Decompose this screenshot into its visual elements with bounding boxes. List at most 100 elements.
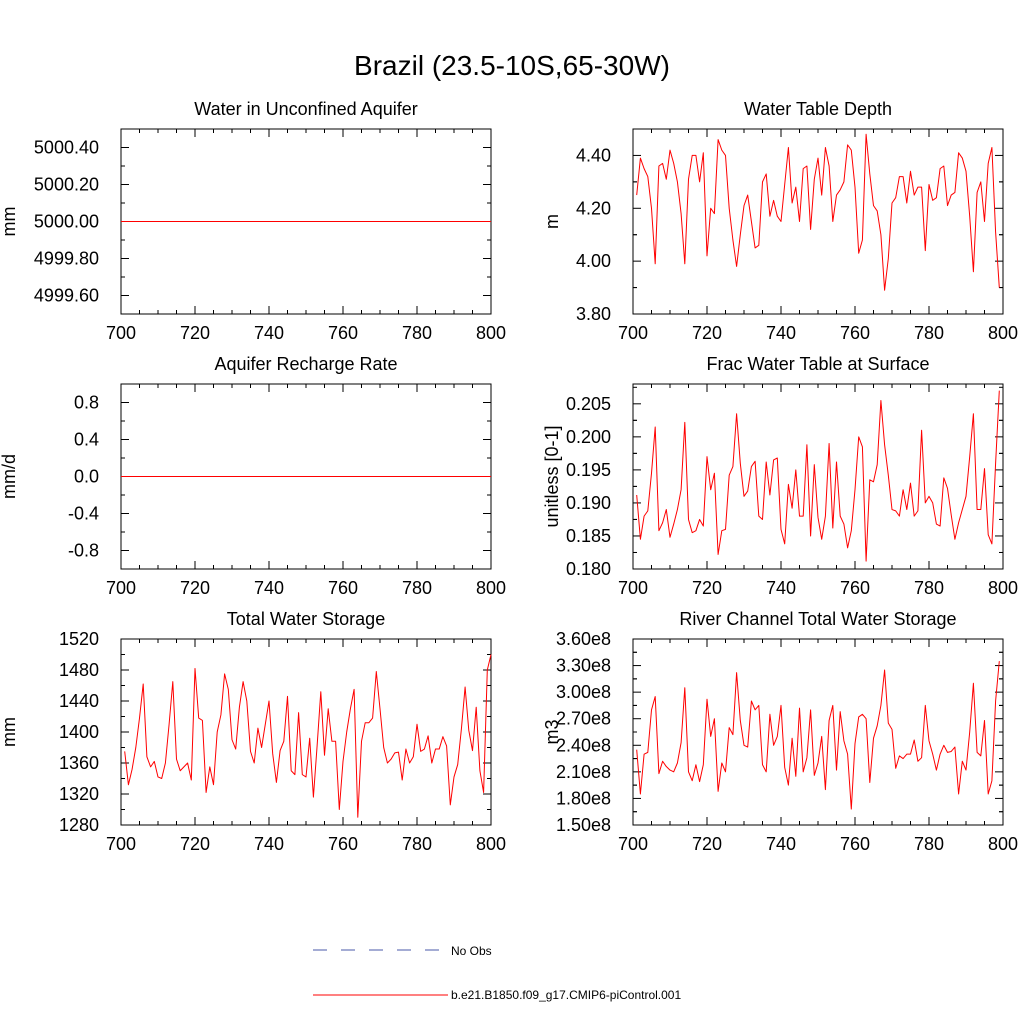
y-tick-label: 4999.80: [34, 249, 99, 269]
legend-no-obs-label: No Obs: [451, 944, 492, 958]
panel-3: Aquifer Recharge Rate mm/d 700 720 740 760 780…: [0, 354, 506, 598]
y-axis-label: m3: [542, 719, 562, 744]
x-tick-label: 720: [180, 323, 210, 343]
panel-title: Water in Unconfined Aquifer: [194, 99, 417, 119]
y-axis-label: m: [542, 214, 562, 229]
x-tick-label: 700: [106, 323, 136, 343]
panel-5: Total Water Storage mm 700 720 740 760 780 800 1…: [0, 609, 506, 854]
y-tick-label: 2.10e8: [556, 762, 611, 782]
series-line: [636, 133, 1000, 291]
panel-6: River Channel Total Water Storage m3 700 72…: [542, 609, 1018, 854]
x-tick-label: 760: [840, 834, 870, 854]
panel-title: Water Table Depth: [744, 99, 892, 119]
y-tick-label: 1360: [59, 753, 99, 773]
y-tick-label: 2.40e8: [556, 735, 611, 755]
y-tick-label: 5000.00: [34, 212, 99, 232]
x-tick-label: 800: [988, 834, 1018, 854]
panel-title: Frac Water Table at Surface: [706, 354, 929, 374]
y-tick-label: -0.8: [68, 541, 99, 561]
x-tick-label: 720: [180, 834, 210, 854]
x-tick-label: 760: [840, 578, 870, 598]
panel-2: Water Table Depth m 700 720 740 760 780 800 3.80…: [542, 99, 1018, 343]
plot-frame: [632, 638, 1004, 826]
y-tick-label: 0.200: [566, 427, 611, 447]
panel-1: Water in Unconfined Aquifer mm 700 720 740 76…: [0, 99, 506, 343]
y-tick-label: 1280: [59, 815, 99, 835]
x-tick-label: 720: [692, 578, 722, 598]
x-tick-label: 780: [914, 578, 944, 598]
y-tick-label: 0.4: [74, 430, 99, 450]
panel-title: Total Water Storage: [227, 609, 385, 629]
x-tick-label: 740: [766, 834, 796, 854]
y-tick-label: 3.30e8: [556, 656, 611, 676]
x-tick-label: 760: [328, 323, 358, 343]
y-tick-label: 2.70e8: [556, 709, 611, 729]
x-tick-label: 740: [254, 578, 284, 598]
x-tick-label: 780: [914, 323, 944, 343]
y-tick-label: 5000.40: [34, 138, 99, 158]
y-tick-label: 3.00e8: [556, 682, 611, 702]
series-line: [636, 661, 1000, 810]
y-tick-label: 4.20: [576, 198, 611, 218]
y-tick-label: 0.0: [74, 467, 99, 487]
x-tick-label: 700: [618, 578, 648, 598]
x-tick-label: 800: [988, 323, 1018, 343]
x-tick-label: 740: [766, 578, 796, 598]
x-tick-label: 780: [914, 834, 944, 854]
x-tick-label: 740: [254, 323, 284, 343]
legend-model-label: b.e21.B1850.f09_g17.CMIP6-piControl.001: [451, 988, 681, 1002]
y-tick-label: 0.8: [74, 393, 99, 413]
y-tick-label: 5000.20: [34, 175, 99, 195]
plot-frame: [632, 128, 1004, 315]
legend: No Obs b.e21.B1850.f09_g17.CMIP6-piContr…: [313, 944, 681, 1002]
figure-title: Brazil (23.5-10S,65-30W): [354, 50, 670, 81]
x-tick-label: 740: [254, 834, 284, 854]
x-tick-label: 780: [402, 323, 432, 343]
y-tick-label: 0.205: [566, 394, 611, 414]
x-tick-label: 800: [988, 578, 1018, 598]
x-tick-label: 760: [840, 323, 870, 343]
x-tick-label: 740: [766, 323, 796, 343]
y-tick-label: 1.80e8: [556, 788, 611, 808]
y-axis-label: unitless [0-1]: [542, 425, 562, 527]
series-line: [124, 654, 492, 818]
panel-title: Aquifer Recharge Rate: [214, 354, 397, 374]
panels: Water in Unconfined Aquifer mm 700 720 740 76…: [0, 99, 1018, 854]
x-tick-label: 780: [402, 834, 432, 854]
y-tick-label: 1400: [59, 722, 99, 742]
x-tick-label: 720: [692, 834, 722, 854]
x-tick-label: 800: [476, 834, 506, 854]
x-tick-label: 700: [106, 834, 136, 854]
plot-frame: [120, 638, 492, 826]
x-tick-label: 800: [476, 323, 506, 343]
x-tick-label: 700: [618, 323, 648, 343]
plot-frame: [632, 383, 1004, 570]
x-tick-label: 720: [180, 578, 210, 598]
x-tick-label: 700: [106, 578, 136, 598]
y-tick-label: 3.80: [576, 304, 611, 324]
y-tick-label: 3.60e8: [556, 629, 611, 649]
y-axis-label: mm: [0, 717, 19, 747]
series-line: [636, 390, 1000, 562]
y-tick-label: 0.195: [566, 460, 611, 480]
x-tick-label: 780: [402, 578, 432, 598]
y-axis-label: mm/d: [0, 454, 19, 499]
x-tick-label: 700: [618, 834, 648, 854]
y-tick-label: 0.185: [566, 526, 611, 546]
y-tick-label: 0.180: [566, 559, 611, 579]
y-axis-label: mm: [0, 207, 19, 237]
panel-title: River Channel Total Water Storage: [679, 609, 956, 629]
y-tick-label: 4999.60: [34, 286, 99, 306]
y-tick-label: 1320: [59, 784, 99, 804]
y-tick-label: 1440: [59, 691, 99, 711]
y-tick-label: 4.40: [576, 145, 611, 165]
x-tick-label: 760: [328, 834, 358, 854]
y-tick-label: 1520: [59, 629, 99, 649]
x-tick-label: 800: [476, 578, 506, 598]
y-tick-label: -0.4: [68, 504, 99, 524]
y-tick-label: 4.00: [576, 251, 611, 271]
x-tick-label: 720: [692, 323, 722, 343]
y-tick-label: 1480: [59, 660, 99, 680]
panel-4: Frac Water Table at Surface unitless [0-1…: [542, 354, 1018, 598]
